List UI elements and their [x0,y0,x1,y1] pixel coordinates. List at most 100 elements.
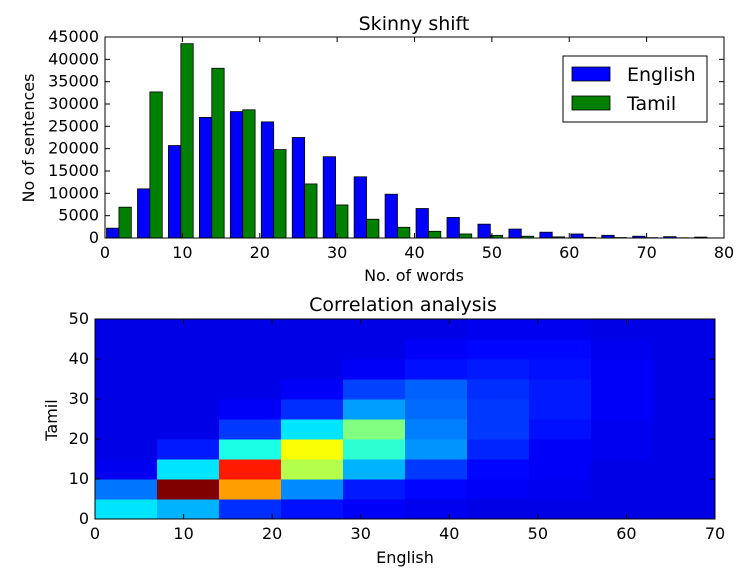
heatmap-cell-6-3 [281,379,344,400]
heatmap-cell-8-7 [529,339,592,360]
heatmap-cell-4-2 [219,419,282,440]
heatmap-cell-2-3 [281,459,344,480]
chart1-ytick-label: 0 [89,228,99,247]
bar-english-5 [260,121,275,239]
heatmap-cell-3-9 [653,439,716,460]
chart2-ytick-label: 40 [69,349,89,368]
heatmap-cell-6-5 [405,379,468,400]
heatmap-cell-4-3 [281,419,344,440]
bar-english-8 [353,176,367,239]
heatmap-cell-6-0 [95,379,158,400]
heatmap-cell-2-6 [467,459,530,480]
heatmap-cell-9-3 [281,319,344,340]
heatmap-cell-0-6 [467,499,530,520]
heatmap-cell-4-6 [467,419,530,440]
heatmap-cell-2-0 [95,459,158,480]
heatmap-cell-0-9 [653,499,716,520]
heatmap-cell-6-8 [591,379,654,400]
heatmap-cell-9-9 [653,319,716,340]
legend-label-tamil: Tamil [626,93,676,115]
legend-swatch-tamil [571,95,611,111]
chart1-legend: English Tamil [562,55,708,123]
chart1-ytick-label: 45000 [48,27,99,46]
heatmap-cell-7-4 [343,359,406,380]
chart1-xtick-label: 40 [404,243,424,262]
heatmap-cell-9-7 [529,319,592,340]
bar-english-2 [168,145,182,239]
heatmap-cell-5-2 [219,399,282,420]
heatmap-cell-1-4 [343,479,406,500]
bar-english-14 [539,231,553,239]
chart1-xtick-label: 70 [636,243,656,262]
chart1-ylabel: No of sentences [19,74,38,203]
heatmap-cell-6-1 [157,379,220,400]
chart1-ytick-label: 10000 [48,183,99,202]
heatmap-cell-8-1 [157,339,220,360]
heatmap-cell-4-7 [529,419,592,440]
bar-tamil-0 [118,206,132,239]
heatmap-cell-2-5 [405,459,468,480]
heatmap-cell-9-5 [405,319,468,340]
bar-english-11 [446,217,460,239]
heatmap-cell-0-8 [591,499,654,520]
bar-tamil-2 [180,43,194,239]
heatmap-cell-2-2 [219,459,282,480]
heatmap-cell-3-8 [591,439,654,460]
heatmap-cell-9-6 [467,319,530,340]
heatmap-cell-1-0 [95,479,158,500]
heatmap-cell-3-2 [219,439,282,460]
heatmap-cell-3-5 [405,439,468,460]
chart2-xtick-label: 20 [262,524,282,543]
heatmap-cell-5-4 [343,399,406,420]
chart2-ytick-label: 30 [69,389,89,408]
chart1-xtick-label: 60 [559,243,579,262]
heatmap-cell-1-2 [219,479,282,500]
heatmap-cell-1-9 [653,479,716,500]
chart2-frame [94,318,716,520]
chart1-ytick-label: 35000 [48,72,99,91]
chart1-xlabel: No. of words [364,266,464,285]
heatmap-cell-5-3 [281,399,344,420]
heatmap-cell-1-6 [467,479,530,500]
heatmap-cell-3-4 [343,439,406,460]
heatmap-cell-0-5 [405,499,468,520]
heatmap-cell-3-1 [157,439,220,460]
heatmap-cell-7-6 [467,359,530,380]
chart2-xtick-label: 50 [528,524,548,543]
chart1-ytick-label: 40000 [48,49,99,68]
heatmap-cell-7-1 [157,359,220,380]
bar-tamil-9 [397,226,411,239]
histogram-chart: Skinny shift 0 10 20 30 40 50 60 70 800500010000… [19,13,734,285]
heatmap-cell-8-4 [343,339,406,360]
heatmap-cell-9-0 [95,319,158,340]
chart1-ytick-label: 30000 [48,94,99,113]
bar-english-15 [570,233,584,239]
chart2-xtick-label: 0 [90,524,100,543]
bar-english-7 [322,156,336,239]
chart1-xtick-label: 80 [714,243,734,262]
bar-english-9 [384,193,398,239]
chart1-ytick-label: 20000 [48,139,99,158]
heatmap-cell-1-3 [281,479,344,500]
chart2-xtick-label: 60 [616,524,636,543]
heatmap-cell-4-1 [157,419,220,440]
heatmap-cell-2-9 [653,459,716,480]
heatmap-cell-9-2 [219,319,282,340]
heatmap-cell-7-8 [591,359,654,380]
bar-tamil-11 [458,233,473,239]
heatmap-cell-9-4 [343,319,406,340]
chart2-ylabel: Tamil [42,399,61,441]
bar-tamil-4 [242,109,256,239]
chart2-title: Correlation analysis [309,294,497,316]
chart1-xtick-label: 30 [327,243,347,262]
heatmap-cell-0-7 [529,499,592,520]
heatmap-cell-5-9 [653,399,716,420]
bar-english-3 [198,117,213,239]
heatmap-cell-6-4 [343,379,406,400]
heatmap-cell-4-0 [95,419,158,440]
heatmap-cell-8-0 [95,339,158,360]
heatmap-cell-7-2 [219,359,282,380]
heatmap-cell-4-9 [653,419,716,440]
heatmap-cell-0-1 [157,499,220,520]
